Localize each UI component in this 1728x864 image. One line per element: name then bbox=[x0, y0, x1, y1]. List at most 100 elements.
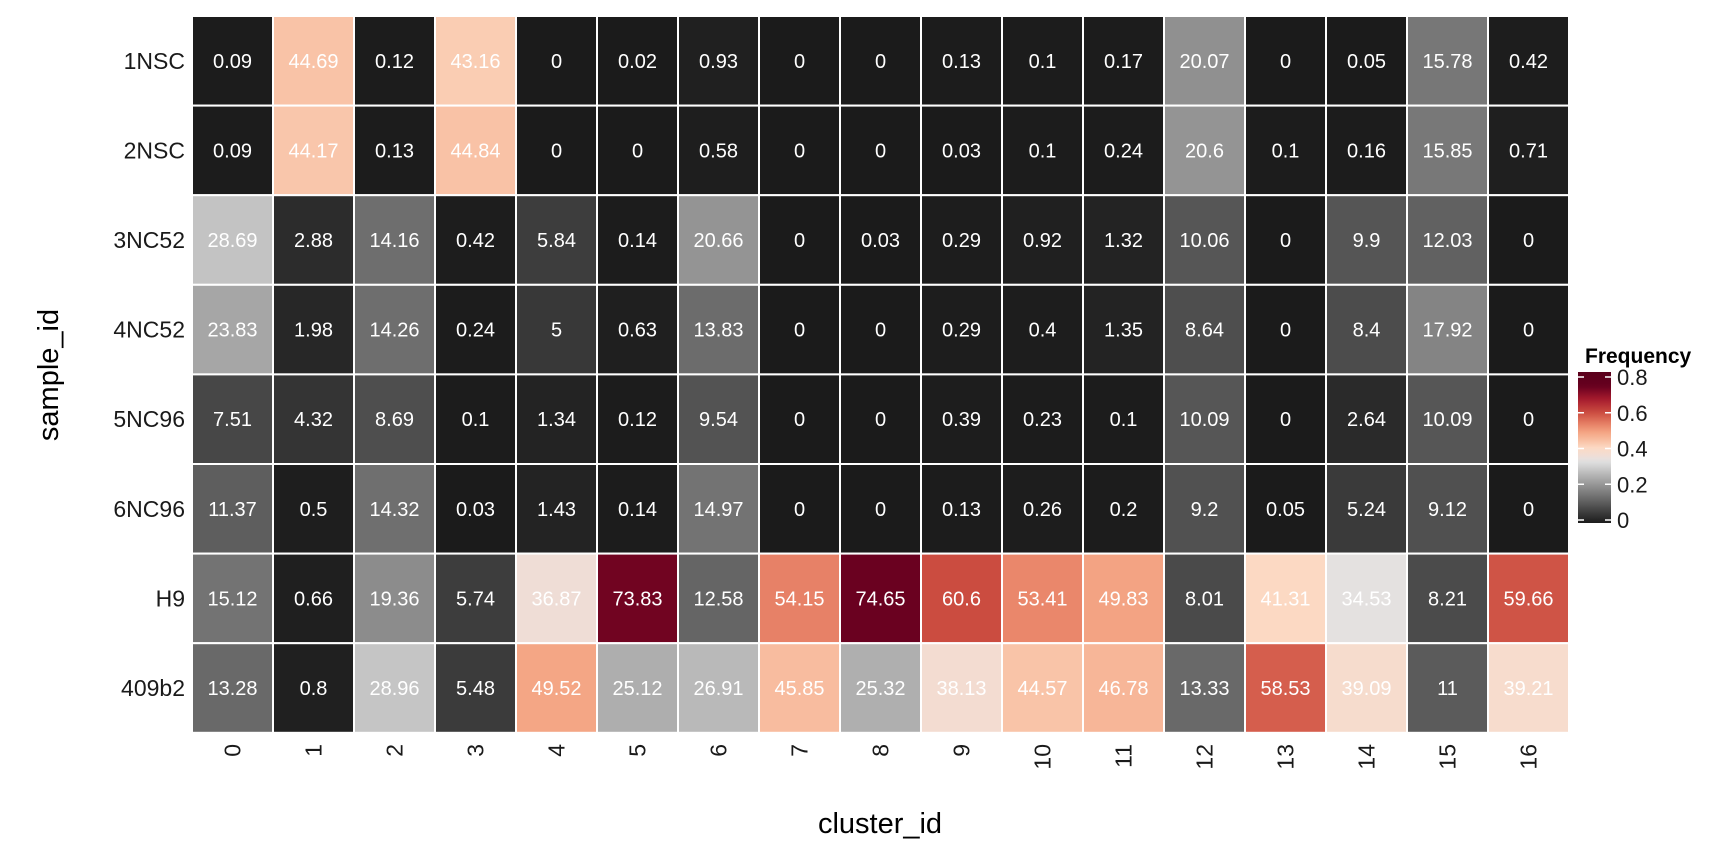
y-tick-label: 1NSC bbox=[124, 48, 185, 74]
cell-value-label: 0.63 bbox=[618, 320, 657, 342]
cell-value-label: 13.28 bbox=[207, 678, 257, 700]
cell-value-label: 0.4 bbox=[1029, 320, 1057, 342]
cell-value-label: 12.58 bbox=[693, 588, 743, 610]
heatmap-cell bbox=[1325, 194, 1408, 286]
legend-tick-label: 0 bbox=[1617, 508, 1629, 533]
heatmap-cell bbox=[1487, 642, 1570, 734]
cell-value-label: 15.78 bbox=[1422, 51, 1472, 73]
x-tick-label: 7 bbox=[787, 744, 813, 757]
heatmap-cell bbox=[920, 463, 1003, 555]
cell-value-label: 0.16 bbox=[1347, 140, 1386, 162]
cell-value-label: 12.03 bbox=[1422, 230, 1472, 252]
heatmap-cell bbox=[1082, 642, 1165, 734]
cell-value-label: 44.17 bbox=[288, 140, 338, 162]
cell-value-label: 45.85 bbox=[774, 678, 824, 700]
heatmap-cell bbox=[1001, 642, 1084, 734]
cell-value-label: 5.48 bbox=[456, 678, 495, 700]
cell-value-label: 2.88 bbox=[294, 230, 333, 252]
heatmap-cell bbox=[515, 194, 598, 286]
heatmap-cell bbox=[839, 373, 922, 465]
heatmap-cell bbox=[920, 642, 1003, 734]
heatmap-cell bbox=[1406, 373, 1489, 465]
cell-value-label: 25.12 bbox=[612, 678, 662, 700]
cell-value-label: 1.35 bbox=[1104, 320, 1143, 342]
x-tick-label: 13 bbox=[1273, 744, 1299, 770]
heatmap-cell bbox=[272, 104, 355, 197]
heatmap-cell bbox=[839, 642, 922, 734]
cell-value-label: 0.02 bbox=[618, 51, 657, 73]
cell-value-label: 0.2 bbox=[1110, 499, 1138, 521]
cell-value-label: 13.33 bbox=[1179, 678, 1229, 700]
cell-value-label: 0.03 bbox=[861, 230, 900, 252]
heatmap-cell bbox=[515, 552, 598, 645]
x-tick-label: 10 bbox=[1030, 744, 1056, 770]
cell-value-label: 8.69 bbox=[375, 409, 414, 431]
heatmap-cell bbox=[272, 463, 355, 555]
heatmap-cell bbox=[1163, 373, 1246, 465]
cell-value-label: 10.09 bbox=[1179, 409, 1229, 431]
cell-value-label: 39.09 bbox=[1341, 678, 1391, 700]
cell-value-label: 44.69 bbox=[288, 51, 338, 73]
heatmap-cell bbox=[353, 642, 436, 734]
cell-value-label: 7.51 bbox=[213, 409, 252, 431]
cell-value-label: 0.24 bbox=[1104, 140, 1143, 162]
heatmap-cell bbox=[1487, 194, 1570, 286]
cell-value-label: 43.16 bbox=[450, 51, 500, 73]
cell-value-label: 8.64 bbox=[1185, 320, 1224, 342]
heatmap-cell bbox=[1406, 552, 1489, 645]
cell-value-label: 0.05 bbox=[1266, 499, 1305, 521]
cell-value-label: 44.57 bbox=[1017, 678, 1067, 700]
heatmap-cell bbox=[1244, 15, 1327, 107]
cell-value-label: 0.03 bbox=[942, 140, 981, 162]
heatmap-cell bbox=[515, 642, 598, 734]
cell-value-label: 0.42 bbox=[456, 230, 495, 252]
heatmap-cell bbox=[1406, 283, 1489, 376]
heatmap-cell bbox=[272, 15, 355, 107]
cell-value-label: 4.32 bbox=[294, 409, 333, 431]
heatmap-cell bbox=[596, 15, 679, 107]
cell-value-label: 0 bbox=[794, 409, 805, 431]
heatmap-cell bbox=[434, 104, 517, 197]
legend-tick-label: 0.4 bbox=[1617, 437, 1648, 462]
cell-value-label: 9.9 bbox=[1353, 230, 1381, 252]
cell-value-label: 19.36 bbox=[369, 588, 419, 610]
heatmap-cell bbox=[191, 104, 274, 197]
cell-value-label: 0 bbox=[632, 140, 643, 162]
cell-value-label: 0.09 bbox=[213, 51, 252, 73]
cell-value-label: 0 bbox=[794, 320, 805, 342]
cell-value-label: 58.53 bbox=[1260, 678, 1310, 700]
heatmap-cell bbox=[1163, 552, 1246, 645]
cell-value-label: 0.1 bbox=[1272, 140, 1300, 162]
x-axis-title: cluster_id bbox=[818, 808, 942, 840]
cell-value-label: 34.53 bbox=[1341, 588, 1391, 610]
heatmap-cell bbox=[596, 104, 679, 197]
cell-value-label: 49.83 bbox=[1098, 588, 1148, 610]
cell-value-label: 36.87 bbox=[531, 588, 581, 610]
heatmap-cell bbox=[434, 283, 517, 376]
heatmap-cell bbox=[434, 463, 517, 555]
heatmap-cell bbox=[191, 552, 274, 645]
heatmap-cell bbox=[920, 15, 1003, 107]
heatmap-cell bbox=[1244, 373, 1327, 465]
heatmap-cell bbox=[1082, 15, 1165, 107]
cell-value-label: 14.32 bbox=[369, 499, 419, 521]
cell-value-label: 5 bbox=[551, 320, 562, 342]
heatmap-cell bbox=[434, 642, 517, 734]
cell-value-label: 0 bbox=[875, 409, 886, 431]
heatmap-cell bbox=[272, 642, 355, 734]
cell-value-label: 0.1 bbox=[462, 409, 490, 431]
heatmap-cell bbox=[353, 283, 436, 376]
heatmap-cell bbox=[1001, 104, 1084, 197]
cell-value-label: 0 bbox=[794, 230, 805, 252]
cell-value-label: 0 bbox=[1523, 499, 1534, 521]
cell-value-label: 14.16 bbox=[369, 230, 419, 252]
cell-value-label: 0 bbox=[875, 499, 886, 521]
cell-value-label: 5.24 bbox=[1347, 499, 1386, 521]
cell-value-label: 9.2 bbox=[1191, 499, 1219, 521]
x-tick-label: 5 bbox=[625, 744, 651, 757]
heatmap-cell bbox=[353, 552, 436, 645]
heatmap-cell bbox=[1244, 194, 1327, 286]
heatmap-cell bbox=[353, 104, 436, 197]
heatmap-cell bbox=[191, 15, 274, 107]
legend-colorbar bbox=[1578, 372, 1611, 523]
